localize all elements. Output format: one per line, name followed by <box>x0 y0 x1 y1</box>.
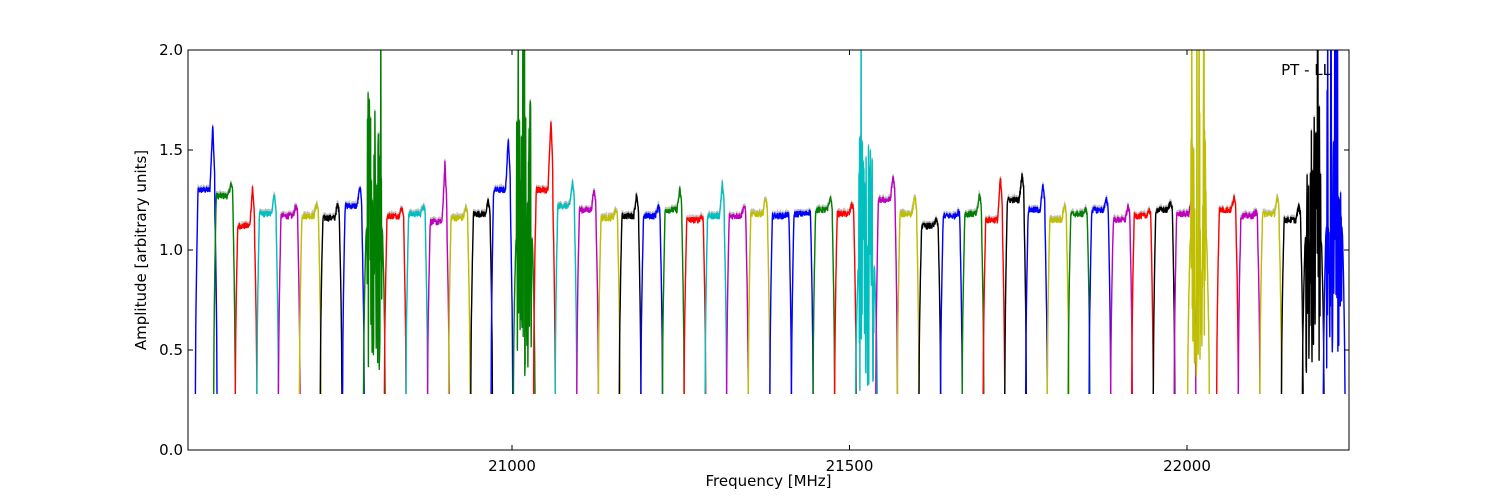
channel-8-line <box>341 186 365 395</box>
channel-36-line <box>939 208 963 395</box>
channel-35-line <box>918 217 942 395</box>
channel-12-line <box>426 160 450 395</box>
channel-24-line <box>683 214 707 395</box>
channel-31-line <box>833 202 857 395</box>
channel-49-line <box>1215 194 1240 395</box>
channel-18-line <box>554 180 578 395</box>
channel-43-line <box>1088 196 1112 395</box>
channel-44-line <box>1109 203 1134 395</box>
ticks-group: 21000 21500 22000 0.0 0.5 1.0 1.5 2.0 <box>159 41 1349 475</box>
channel-51-line <box>1259 195 1283 395</box>
channel-28-line <box>769 211 793 395</box>
channel-19-line <box>576 189 600 395</box>
channel-39-line <box>1004 173 1028 395</box>
channel-2-line <box>213 182 236 395</box>
y-tick-label: 1.5 <box>159 141 183 159</box>
channel-37-line <box>961 193 985 395</box>
channel-23-line <box>661 186 685 395</box>
y-axis-title: Amplitude [arbitrary units] <box>132 150 150 350</box>
channel-53-line <box>1301 50 1325 395</box>
channel-42-line <box>1067 206 1091 395</box>
channel-5-line <box>277 204 301 395</box>
x-tick-label: 21000 <box>488 457 536 475</box>
channel-20-line <box>597 208 621 395</box>
channel-46-line <box>1152 201 1176 395</box>
channel-40-line <box>1024 183 1049 395</box>
channel-7-line <box>319 202 343 395</box>
channel-25-line <box>704 180 728 395</box>
channel-1-line <box>194 125 218 395</box>
channel-6-line <box>298 202 322 395</box>
channel-10-line <box>383 207 407 395</box>
channel-3-line <box>234 186 258 395</box>
channel-17-line <box>532 121 556 395</box>
channel-45-line <box>1130 207 1155 395</box>
channel-14-line <box>470 198 494 395</box>
x-tick-label: 21500 <box>826 457 874 475</box>
y-tick-label: 1.0 <box>159 241 183 259</box>
channel-11-line <box>405 204 429 395</box>
channel-21-line <box>618 193 642 395</box>
channel-22-line <box>640 204 664 395</box>
channel-26-line <box>725 205 749 395</box>
x-tick-label: 22000 <box>1163 457 1211 475</box>
channel-33-line <box>875 175 899 395</box>
channel-41-line <box>1046 204 1070 395</box>
channel-32-line <box>854 50 878 395</box>
channel-16-line <box>512 50 536 395</box>
series-group <box>194 50 1346 395</box>
channel-30-line <box>812 196 836 395</box>
y-tick-label: 0.0 <box>159 441 183 459</box>
channel-42-shadow <box>1067 203 1091 392</box>
channel-38-line <box>982 177 1006 395</box>
channel-52-line <box>1280 203 1304 395</box>
channel-27-line <box>747 198 771 395</box>
y-tick-label: 2.0 <box>159 41 183 59</box>
x-axis-title: Frequency [MHz] <box>705 472 831 490</box>
channel-48-line <box>1186 50 1211 395</box>
channel-9-line <box>362 50 386 395</box>
channel-4-line <box>256 194 280 395</box>
channel-13-line <box>447 205 471 395</box>
channel-54-line <box>1322 50 1346 395</box>
panel-annotation: PT - LL <box>1281 61 1332 79</box>
channel-29-line <box>790 209 814 395</box>
channel-15-line <box>490 139 514 395</box>
channel-50-line <box>1237 209 1261 395</box>
y-tick-label: 0.5 <box>159 341 183 359</box>
channel-34-line <box>896 196 920 395</box>
